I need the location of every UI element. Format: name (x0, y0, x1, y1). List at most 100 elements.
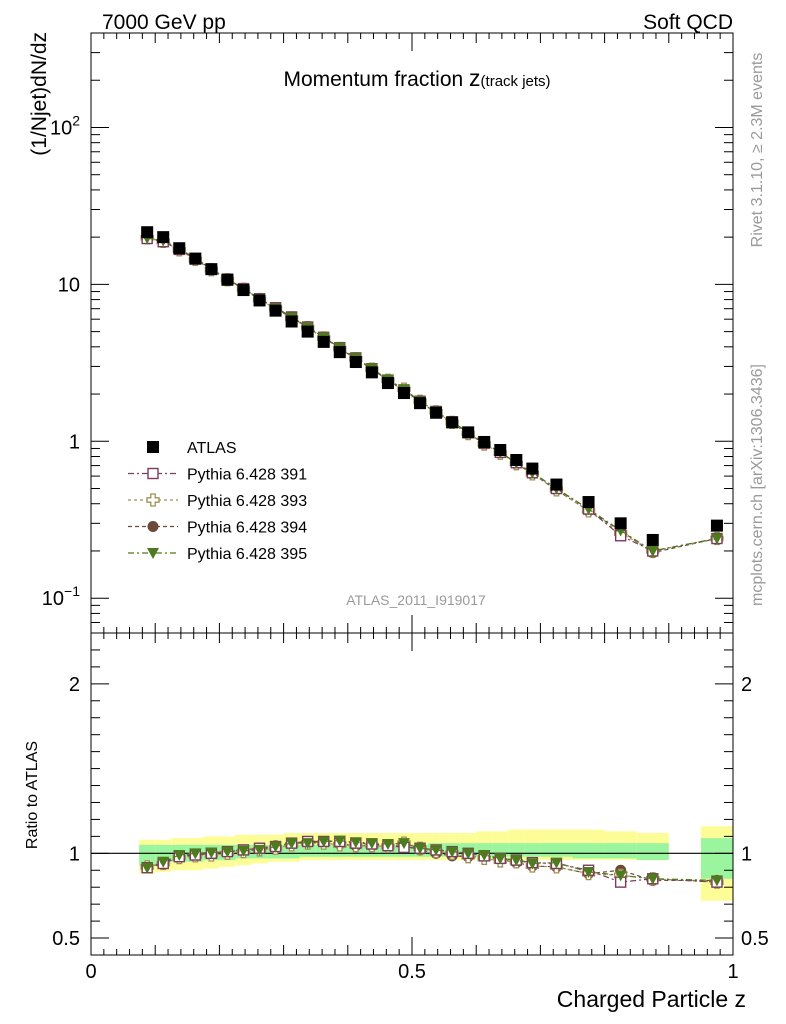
x-axis-label: Charged Particle z (557, 986, 746, 1012)
chart-title: Momentum fraction z(track jets) (283, 65, 550, 91)
ratio-series-4-point (446, 846, 459, 858)
y-tick-label: 10−1 (42, 583, 80, 610)
ratio-series-4-point (349, 837, 362, 849)
series-0-point (205, 263, 218, 276)
legend-marker-4 (147, 548, 159, 559)
band-green-29 (700, 838, 733, 879)
band-green-26 (572, 843, 605, 859)
series-0-point (301, 325, 314, 338)
rivet-version-label: Rivet 3.1.10, ≥ 2.3M events (749, 53, 766, 248)
series-0-point (430, 406, 443, 419)
ratio-series-4-point (550, 857, 563, 869)
band-green-0 (139, 844, 156, 866)
analysis-label: ATLAS_2011_I919017 (346, 592, 486, 608)
series-0-point (397, 387, 410, 400)
ratio-series-4-point (710, 875, 723, 887)
series-0-point (253, 294, 266, 307)
ratio-series-4-point (414, 843, 427, 855)
mcplots-label: mcplots.cern.ch [arXiv:1306.3436] (749, 364, 766, 606)
legend-marker-0 (147, 441, 159, 453)
header-energy-label: 7000 GeV pp (102, 11, 226, 34)
series-0-point (494, 443, 507, 456)
ratio-series (140, 835, 724, 889)
ratio-series-4-point (510, 855, 523, 867)
series-0-point (550, 478, 563, 491)
y-tick-label: 102 (50, 112, 80, 139)
legend-marker-1 (147, 467, 159, 480)
series-0-point (710, 519, 723, 532)
ratio-series-4-point (494, 853, 507, 865)
legend-label-3: Pythia 6.428 394 (187, 520, 307, 537)
y-axis-label: (1/Njet)dN/dz (28, 32, 51, 156)
ratio-series-4-point (237, 845, 250, 857)
series-0-point (414, 397, 427, 410)
ratio-series-4-point (269, 841, 282, 853)
ratio-series-4-point (646, 873, 659, 885)
ratio-series-4-point (614, 870, 627, 882)
band-green-11 (315, 844, 332, 857)
legend-marker-3 (147, 521, 159, 532)
band-green-24 (524, 843, 541, 857)
series-0-point (173, 242, 186, 255)
ratio-series-4-point (157, 856, 170, 868)
series-0-point (333, 346, 346, 359)
series-0-point (510, 453, 523, 466)
ratio-series-4-point (526, 858, 539, 870)
ratio-tick-label: 1 (69, 843, 80, 865)
series-0-point (285, 315, 298, 328)
ratio-tick-label: 0.5 (52, 928, 80, 950)
ratio-series-4-point (478, 850, 491, 862)
ratio-series-4-point (462, 848, 475, 860)
series-0-point (646, 533, 659, 546)
legend: ATLAS Pythia 6.428 391 Pythia 6.428 393 Pyt… (128, 440, 307, 563)
legend-label-0: ATLAS (187, 440, 237, 457)
series-4-point (710, 533, 723, 545)
legend-label-1: Pythia 6.428 391 (187, 467, 307, 484)
ratio-tick-label-right: 1 (741, 843, 752, 865)
legend-label-2: Pythia 6.428 393 (187, 493, 307, 510)
x-tick-label: 0 (85, 961, 96, 983)
ratio-tick-label: 2 (69, 674, 80, 696)
series-0-point (614, 517, 627, 530)
series-0-point (462, 426, 475, 439)
main-series (140, 226, 724, 559)
ratio-series-4-point (141, 862, 154, 874)
header-category-label: Soft QCD (643, 11, 733, 34)
legend-label-4: Pythia 6.428 395 (187, 546, 307, 563)
band-green-27 (604, 843, 637, 859)
chart-title-sub: (track jets) (481, 73, 551, 90)
chart-title-z: z (469, 65, 481, 91)
ratio-series-4-point (253, 844, 266, 856)
series-0-point (237, 284, 250, 297)
series-0-point (189, 252, 202, 265)
x-tick-label: 0.5 (398, 961, 426, 983)
ratio-series-4-point (381, 838, 394, 850)
series-0-point (349, 356, 362, 369)
y-tick-label: 1 (69, 431, 80, 453)
x-tick-label: 1 (727, 961, 738, 983)
series-0-point (582, 496, 595, 509)
band-green-28 (636, 843, 669, 861)
band-green-25 (540, 843, 573, 857)
ratio-tick-label-right: 2 (741, 674, 752, 696)
ratio-plot-frame (90, 632, 734, 956)
ratio-tick-label-right: 0.5 (741, 928, 769, 950)
ratio-series-4-point (221, 846, 234, 858)
ratio-series-4-point (317, 836, 330, 848)
series-0-point (526, 462, 539, 475)
band-green-10 (299, 844, 316, 857)
ratio-series-4-point (333, 835, 346, 847)
series-0-point (141, 226, 154, 239)
y-tick-label: 10 (58, 274, 80, 296)
series-0-point (446, 416, 459, 429)
series-0-point (317, 335, 330, 348)
series-4-point (646, 545, 659, 557)
ratio-series-4-point (365, 838, 378, 850)
ratio-series-4-point (205, 847, 218, 859)
chart-title-main: Momentum fraction (283, 68, 469, 91)
ratio-series-4-point (285, 838, 298, 850)
ratio-series-4-point (582, 866, 595, 878)
ratio-uncertainty-bands (139, 826, 733, 901)
series-0-point (269, 304, 282, 317)
